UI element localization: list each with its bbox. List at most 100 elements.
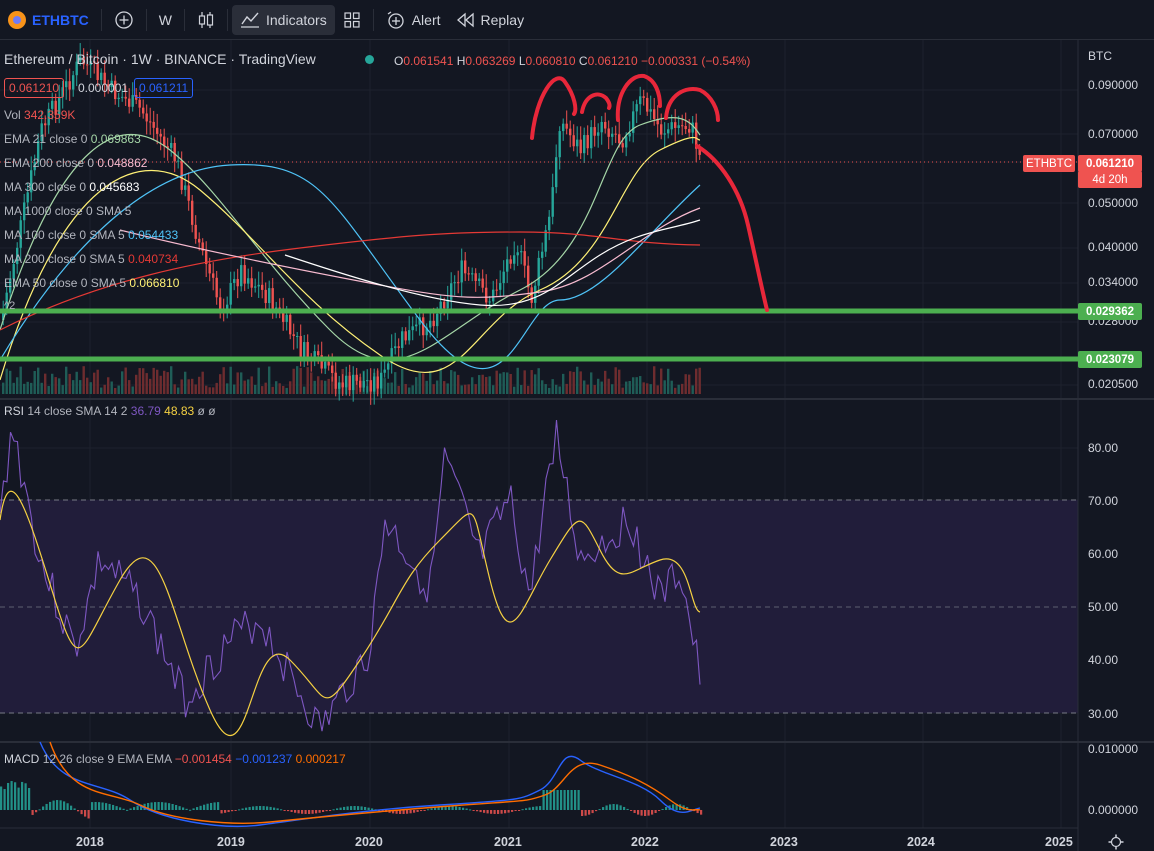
indicator-row[interactable]: EMA 50 close 0 SMA 5 0.066810: [4, 276, 179, 290]
indicator-row[interactable]: MA 300 close 0 0.045683: [4, 180, 139, 194]
head-arc[interactable]: [615, 73, 662, 122]
indicator-row[interactable]: MA 1000 close 0 SMA 5: [4, 204, 131, 218]
indicator-row[interactable]: MA 100 close 0 SMA 5 0.054433: [4, 228, 178, 242]
indicator-row[interactable]: EMA 200 close 0 0.048862: [4, 156, 147, 170]
rsi-tick: 80.00: [1088, 441, 1119, 455]
indicator-name: MA 300 close 0: [4, 180, 90, 194]
symbol-search[interactable]: ETHBTC: [0, 5, 97, 35]
indicator-name: Vol: [4, 108, 25, 122]
indicator-name: MA 1000 close 0 SMA 5: [4, 204, 132, 218]
buy-price-button[interactable]: 0.061211: [134, 78, 194, 98]
support-level-tag-upper: 0.029362: [1078, 303, 1142, 320]
macd-signal-value: 0.000217: [295, 752, 346, 766]
indicator-row[interactable]: MA 200 close 0 SMA 5 0.040734: [4, 252, 178, 266]
compare-button[interactable]: [106, 5, 142, 35]
right-shoulder-arc[interactable]: [664, 87, 720, 122]
price-tick: 0.090000: [1088, 78, 1139, 92]
rsi-legend: RSI 14 close SMA 14 2 36.79 48.83 ø ø: [4, 404, 216, 418]
indicator-value: 0.069863: [90, 132, 141, 146]
price-axis-unit: BTC: [1088, 49, 1112, 63]
indicator-row[interactable]: EMA 21 close 0 0.069863: [4, 132, 141, 146]
top-toolbar: ETHBTC W Indicators: [0, 0, 1154, 40]
divider: [227, 8, 228, 31]
time-tick: 2021: [494, 835, 522, 849]
high-value: 0.063269: [465, 54, 516, 68]
divider: [145, 8, 147, 31]
macd-tick: 0.010000: [1088, 742, 1139, 756]
chart-type-button[interactable]: [189, 5, 223, 35]
macd-tick: 0.000000: [1088, 803, 1139, 817]
rsi-value: 36.79: [130, 404, 161, 418]
projection-curve[interactable]: [695, 144, 769, 312]
sell-price-button[interactable]: 0.061210: [4, 78, 65, 98]
indicators-button[interactable]: Indicators: [232, 4, 335, 35]
divider: [372, 8, 374, 31]
alert-button[interactable]: Alert: [378, 5, 449, 35]
left-shoulder-arc[interactable]: [530, 76, 578, 140]
support-level-tag-lower: 0.023079: [1078, 351, 1142, 368]
price-tick: 0.070000: [1088, 127, 1139, 141]
replay-label: Replay: [480, 11, 525, 28]
last-price-tag: 0.061210: [1078, 155, 1142, 172]
close-label: C: [578, 54, 588, 68]
symbol-price-tag: ETHBTC: [1023, 155, 1075, 172]
divider: [184, 8, 185, 31]
rsi-band: [0, 500, 1078, 713]
rsi-label: RSI: [4, 404, 25, 418]
rewind-icon: [456, 12, 474, 27]
market-open-dot-icon: [365, 55, 374, 64]
eth-btc-logo-icon: [8, 10, 26, 29]
indicator-name: MA 200 close 0 SMA 5: [4, 252, 129, 266]
indicator-row[interactable]: Vol 342.359K: [4, 108, 75, 122]
left-shoulder-arc-2[interactable]: [580, 92, 612, 114]
time-tick: 2025: [1045, 835, 1073, 849]
collapse-legend-button[interactable]: ^2: [4, 300, 16, 312]
templates-button[interactable]: [335, 5, 369, 35]
macd-line-value: −0.001237: [235, 752, 293, 766]
rsi-tick: 50.00: [1088, 600, 1119, 614]
indicator-name: EMA 50 close 0 SMA 5: [4, 276, 130, 290]
rsi-tick: 30.00: [1088, 707, 1119, 721]
time-tick: 2023: [770, 835, 798, 849]
head-shoulders-annotation[interactable]: [530, 73, 769, 312]
indicator-value: 0.040734: [128, 252, 179, 266]
grid-icon: [344, 11, 360, 28]
ohlc-values: O0.061541 H0.063269 L0.060810 C0.061210 …: [394, 54, 750, 68]
indicator-value: 0.045683: [89, 180, 140, 194]
rsi-extra-2: ø: [208, 404, 216, 418]
replay-button[interactable]: Replay: [449, 5, 533, 35]
alert-label: Alert: [411, 11, 441, 28]
settings-gear-icon[interactable]: [1107, 834, 1125, 850]
indicator-value: 342.359K: [24, 108, 76, 122]
chart-line-icon: [241, 12, 259, 28]
bar-countdown-tag: 4d 20h: [1078, 171, 1142, 188]
divider: [100, 8, 102, 31]
close-value: 0.061210: [587, 54, 638, 68]
interval-button[interactable]: W: [151, 5, 180, 35]
price-tick: 0.040000: [1088, 240, 1139, 254]
macd-label: MACD: [4, 752, 40, 766]
indicators-label: Indicators: [266, 11, 327, 28]
rsi-tick: 60.00: [1088, 547, 1119, 561]
macd-legend: MACD 12 26 close 9 EMA EMA −0.001454 −0.…: [4, 752, 346, 766]
time-tick: 2024: [907, 835, 935, 849]
open-label: O: [394, 54, 404, 68]
high-label: H: [456, 54, 466, 68]
rsi-extra-1: ø: [197, 404, 205, 418]
open-value: 0.061541: [403, 54, 454, 68]
time-tick: 2018: [76, 835, 104, 849]
price-tick: 0.034000: [1088, 275, 1139, 289]
time-tick: 2019: [217, 835, 245, 849]
low-label: L: [518, 54, 526, 68]
indicator-name: EMA 21 close 0: [4, 132, 91, 146]
rsi-tick: 40.00: [1088, 653, 1119, 667]
chart-title: Ethereum / Bitcoin · 1W · BINANCE · Trad…: [4, 51, 316, 67]
low-value: 0.060810: [525, 54, 576, 68]
indicator-value: 0.048862: [97, 156, 148, 170]
indicator-name: MA 100 close 0 SMA 5: [4, 228, 129, 242]
rsi-params: 14 close SMA 14 2: [27, 404, 128, 418]
time-tick: 2020: [355, 835, 383, 849]
macd-lines: [0, 741, 703, 827]
change-value: −0.000331 (−0.54%): [641, 54, 751, 68]
